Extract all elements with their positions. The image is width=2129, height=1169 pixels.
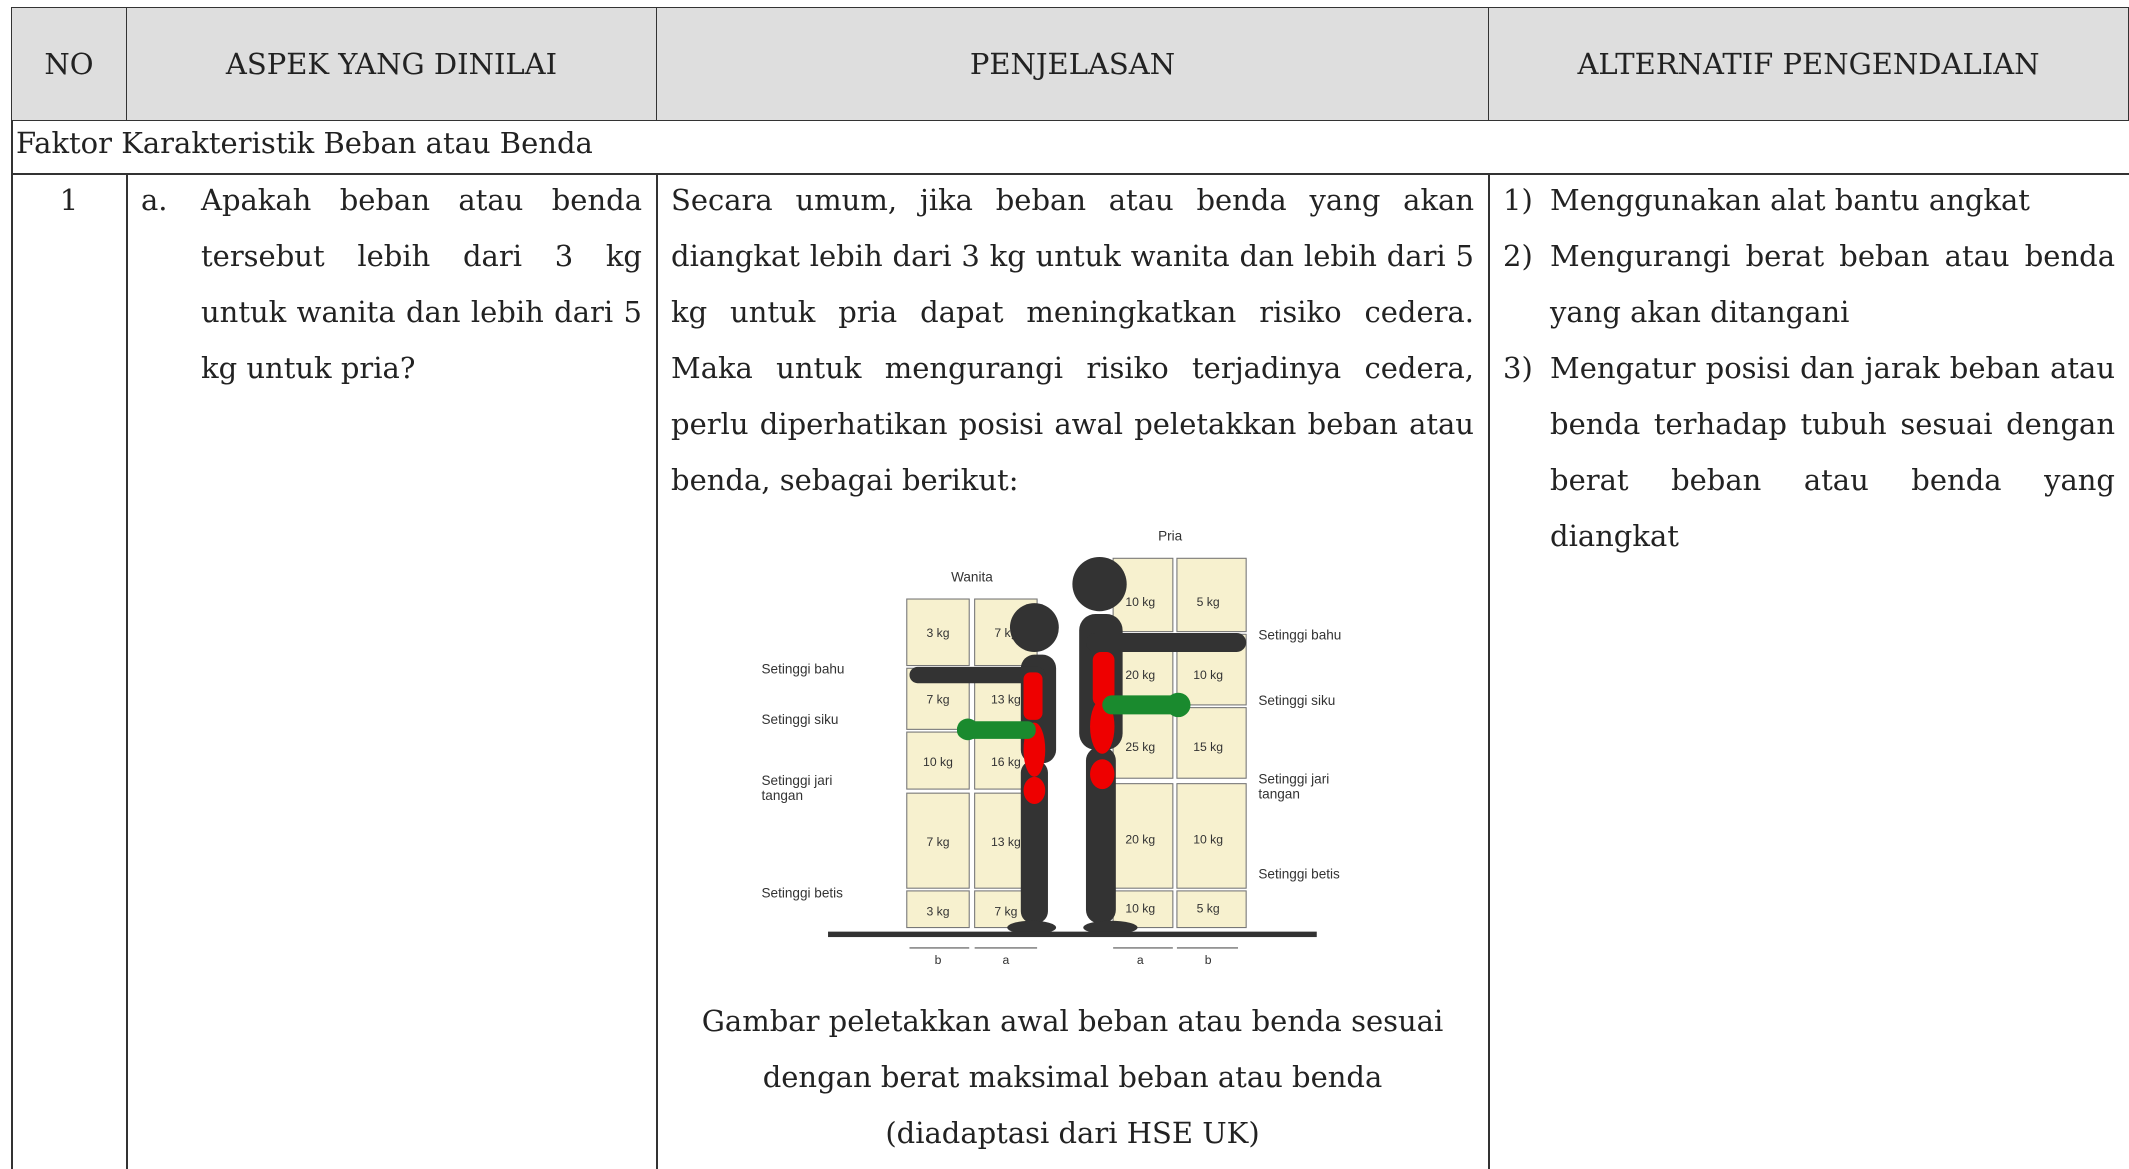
- alternatives: 1) Menggunakan alat bantu angkat 2) Mengura…: [1503, 172, 2115, 564]
- weight-label: 20 kg: [1125, 668, 1155, 682]
- border: [656, 173, 658, 1169]
- weight-label: 10 kg: [1125, 902, 1155, 916]
- row-number: 1: [59, 183, 79, 217]
- header-cell: ALTERNATIF PENGENDALIAN: [1488, 7, 2129, 121]
- header-cell: NO: [11, 7, 127, 121]
- border: [11, 120, 13, 1169]
- caption-line: Gambar peletakkan awal beban atau benda …: [701, 1004, 1444, 1038]
- weight-label: 16 kg: [991, 755, 1021, 769]
- weight-label: 15 kg: [1193, 740, 1223, 754]
- caption-line: (diadaptasi dari HSE UK): [885, 1116, 1260, 1150]
- alternative-item: 3) Mengatur posisi dan jarak beban atau b…: [1503, 340, 2115, 564]
- header-cell: ASPEK YANG DINILAI: [126, 7, 657, 121]
- figure: Pria Wanita Setinggi bahu Setinggi siku Se…: [762, 529, 1342, 968]
- figure-label: Setinggi siku: [762, 712, 839, 727]
- weight-label: 5 kg: [1197, 902, 1220, 916]
- alternative-text: Menggunakan alat bantu angkat: [1550, 183, 2030, 217]
- distance-label: b: [935, 953, 942, 967]
- figure-label: Setinggi betis: [1258, 867, 1340, 882]
- figure-label: Pria: [1158, 529, 1183, 544]
- weight-label: 10 kg: [1193, 832, 1223, 846]
- list-marker: 2): [1503, 239, 1533, 273]
- label-line: Setinggi siku: [1258, 693, 1335, 708]
- weight-label: 20 kg: [1125, 832, 1155, 846]
- alternative-item: 1) Menggunakan alat bantu angkat: [1503, 172, 2115, 228]
- figure-label: Setinggi jari tangan: [1258, 772, 1329, 802]
- alternative-item: 2) Mengurangi berat beban atau benda yang…: [1503, 228, 2115, 340]
- figure-label: Setinggi jari tangan: [762, 773, 833, 803]
- figure-label: Setinggi bahu: [1258, 628, 1341, 643]
- weight-label: 7 kg: [994, 626, 1017, 640]
- label-line: Setinggi bahu: [1258, 628, 1341, 643]
- weight-label: 13 kg: [991, 693, 1021, 707]
- caption-line: dengan berat maksimal beban atau benda: [762, 1060, 1383, 1094]
- weight-label: 10 kg: [1125, 595, 1155, 609]
- section-title: Faktor Karakteristik Beban atau Benda: [16, 126, 593, 160]
- list-marker: 3): [1503, 351, 1533, 385]
- weight-label: 5 kg: [1197, 595, 1220, 609]
- weight-label: 25 kg: [1125, 740, 1155, 754]
- label-line: Setinggi siku: [762, 712, 839, 727]
- border: [126, 173, 128, 1169]
- figure-caption: Gambar peletakkan awal beban atau benda …: [656, 993, 1489, 1161]
- label-line: Setinggi betis: [1258, 867, 1340, 882]
- alternative-text: Mengurangi berat beban atau benda yang a…: [1550, 239, 2115, 329]
- label-line: Setinggi bahu: [762, 662, 845, 677]
- border: [11, 173, 2129, 175]
- figure-label: Setinggi betis: [762, 886, 844, 901]
- distance-label: a: [1137, 953, 1144, 967]
- label-line: Setinggi jari: [1258, 772, 1329, 787]
- weight-label: 3 kg: [926, 626, 949, 640]
- label-line: tangan: [1258, 787, 1299, 802]
- header-cell: PENJELASAN: [656, 7, 1489, 121]
- label-line: Setinggi betis: [762, 886, 844, 901]
- label-line: Setinggi jari: [762, 773, 833, 788]
- weight-label: 3 kg: [926, 904, 949, 918]
- list-marker: a.: [141, 183, 168, 217]
- weight-label: 13 kg: [991, 835, 1021, 849]
- figure-label: Setinggi bahu: [762, 662, 845, 677]
- distance-label: b: [1205, 953, 1212, 967]
- weight-label: 10 kg: [923, 755, 953, 769]
- distance-label: a: [1002, 953, 1009, 967]
- figure-label: Setinggi siku: [1258, 693, 1335, 708]
- aspect-text: Apakah beban atau benda tersebut lebih d…: [201, 183, 642, 385]
- weight-label: 7 kg: [994, 904, 1017, 918]
- weight-label: 10 kg: [1193, 668, 1223, 682]
- explanation: Secara umum, jika beban atau benda yang …: [671, 183, 1474, 497]
- border: [1488, 173, 1490, 1169]
- figure-label: Wanita: [951, 569, 993, 584]
- weight-label: 7 kg: [926, 835, 949, 849]
- label-line: tangan: [762, 788, 803, 803]
- alternative-text: Mengatur posisi dan jarak beban atau ben…: [1550, 351, 2115, 553]
- weight-label: 7 kg: [926, 693, 949, 707]
- list-marker: 1): [1503, 183, 1533, 217]
